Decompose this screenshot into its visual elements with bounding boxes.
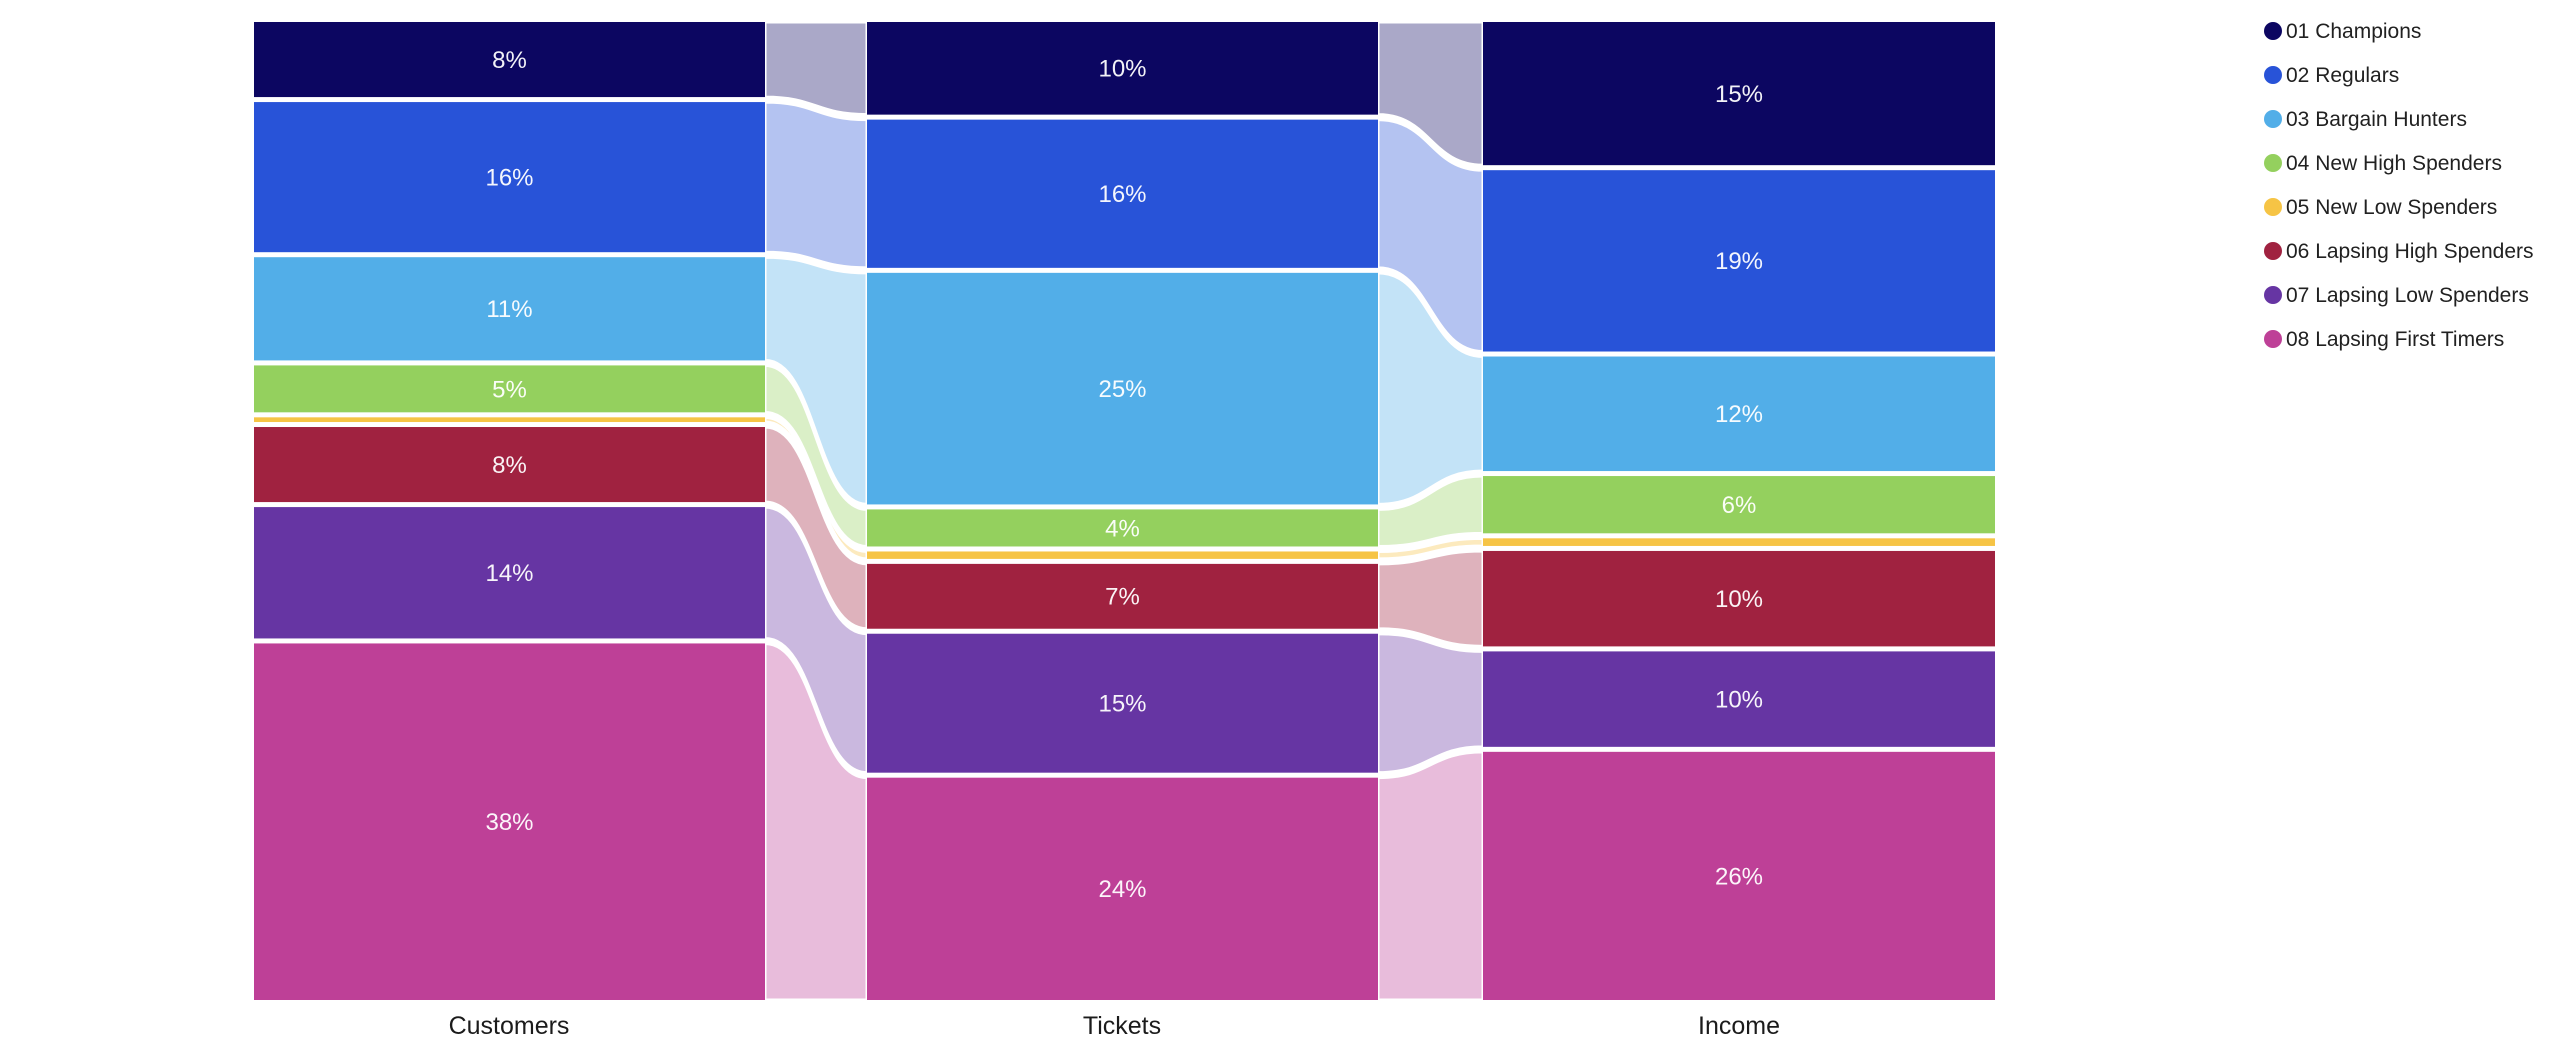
legend-swatch-icon xyxy=(2264,198,2282,216)
legend-swatch-icon xyxy=(2264,330,2282,348)
legend-swatch-icon xyxy=(2264,154,2282,172)
legend-label: 06 Lapsing High Spenders xyxy=(2286,239,2534,263)
ribbon-segment[interactable] xyxy=(867,633,1378,773)
legend-item[interactable]: 05 New Low Spenders xyxy=(2264,185,2534,229)
segment-value-label: 26% xyxy=(1715,863,1763,890)
ribbon-segment[interactable] xyxy=(867,509,1378,547)
ribbon-segment[interactable] xyxy=(1483,550,1995,647)
ribbon-segment[interactable] xyxy=(254,643,765,1000)
ribbon-segment[interactable] xyxy=(1483,538,1995,546)
segment-value-label: 16% xyxy=(485,165,533,192)
segment-value-label: 25% xyxy=(1098,376,1146,403)
segment-value-label: 11% xyxy=(486,296,532,323)
legend-swatch-icon xyxy=(2264,242,2282,260)
segment-value-label: 4% xyxy=(1105,515,1140,542)
legend-swatch-icon xyxy=(2264,66,2282,84)
ribbon-segment[interactable] xyxy=(254,507,765,639)
ribbon-segment[interactable] xyxy=(254,102,765,253)
legend-swatch-icon xyxy=(2264,286,2282,304)
legend-item[interactable]: 07 Lapsing Low Spenders xyxy=(2264,273,2534,317)
segment-value-label: 15% xyxy=(1098,691,1146,718)
ribbon-flow[interactable] xyxy=(763,415,869,561)
ribbon-flow[interactable] xyxy=(1376,271,1485,506)
segment-value-label: 10% xyxy=(1098,56,1146,83)
legend-item[interactable]: 06 Lapsing High Spenders xyxy=(2264,229,2534,273)
segment-value-label: 8% xyxy=(492,47,527,74)
legend-item[interactable]: 03 Bargain Hunters xyxy=(2264,97,2534,141)
legend-item[interactable]: 04 New High Spenders xyxy=(2264,141,2534,185)
x-axis-label-tickets: Tickets xyxy=(1082,1012,1162,1040)
segment-value-label: 15% xyxy=(1715,81,1763,108)
ribbon-segment[interactable] xyxy=(1483,476,1995,534)
segment-value-label: 24% xyxy=(1098,876,1146,903)
segment-value-label: 8% xyxy=(492,452,527,479)
ribbon-segment[interactable] xyxy=(867,551,1378,559)
ribbon-flow[interactable] xyxy=(763,641,869,1002)
legend-item[interactable]: 08 Lapsing First Timers xyxy=(2264,317,2534,361)
segment-value-label: 19% xyxy=(1715,248,1763,275)
legend-item[interactable]: 02 Regulars xyxy=(2264,53,2534,97)
segment-value-label: 12% xyxy=(1715,401,1763,428)
ribbon-flow[interactable] xyxy=(1376,118,1485,354)
ribbon-flow[interactable] xyxy=(1376,750,1485,1002)
segment-value-label: 6% xyxy=(1722,492,1757,519)
x-axis-label-income: Income xyxy=(1698,1012,1780,1040)
x-axis-label-customers: Customers xyxy=(448,1012,570,1040)
legend-swatch-icon xyxy=(2264,22,2282,40)
segment-value-label: 14% xyxy=(485,560,533,587)
legend-label: 02 Regulars xyxy=(2286,63,2400,87)
legend-label: 01 Champions xyxy=(2286,19,2422,43)
ribbon-segment[interactable] xyxy=(254,365,765,413)
ribbon-flow[interactable] xyxy=(763,255,869,506)
chart-legend: 01 Champions 02 Regulars 03 Bargain Hunter… xyxy=(2264,9,2534,361)
legend-label: 07 Lapsing Low Spenders xyxy=(2286,283,2529,307)
ribbon-flow[interactable] xyxy=(763,505,869,775)
segment-value-label: 7% xyxy=(1105,584,1140,611)
ribbon-segment[interactable] xyxy=(867,563,1378,629)
ribbon-segment[interactable] xyxy=(1483,651,1995,747)
ribbon-segment[interactable] xyxy=(254,417,765,423)
ribbon-segment[interactable] xyxy=(1483,751,1995,1000)
ribbon-segment[interactable] xyxy=(867,272,1378,505)
segment-value-label: 38% xyxy=(485,809,533,836)
ribbon-segment[interactable] xyxy=(254,427,765,503)
ribbon-flow[interactable] xyxy=(763,100,869,270)
legend-item[interactable]: 01 Champions xyxy=(2264,9,2534,53)
ribbon-flow[interactable] xyxy=(763,425,869,631)
ribbon-flow[interactable] xyxy=(1376,549,1485,648)
legend-label: 05 New Low Spenders xyxy=(2286,195,2498,219)
ribbon-segment[interactable] xyxy=(1483,356,1995,472)
legend-swatch-icon xyxy=(2264,110,2282,128)
ribbon-segment[interactable] xyxy=(254,22,765,98)
ribbon-segment[interactable] xyxy=(254,257,765,361)
legend-label: 04 New High Spenders xyxy=(2286,151,2502,175)
legend-label: 08 Lapsing First Timers xyxy=(2286,327,2505,351)
segment-value-label: 10% xyxy=(1715,586,1763,613)
legend-label: 03 Bargain Hunters xyxy=(2286,107,2467,131)
segment-value-label: 16% xyxy=(1098,181,1146,208)
ribbon-segment[interactable] xyxy=(1483,170,1995,352)
ribbon-segment[interactable] xyxy=(867,119,1378,268)
segment-value-label: 10% xyxy=(1715,687,1763,714)
ribbon-flow[interactable] xyxy=(763,20,869,117)
ribbon-segment[interactable] xyxy=(867,22,1378,115)
ribbon-segment[interactable] xyxy=(867,777,1378,1000)
segment-value-label: 5% xyxy=(492,376,527,403)
ribbon-flow[interactable] xyxy=(1376,20,1485,167)
ribbon-segment[interactable] xyxy=(1483,22,1995,166)
